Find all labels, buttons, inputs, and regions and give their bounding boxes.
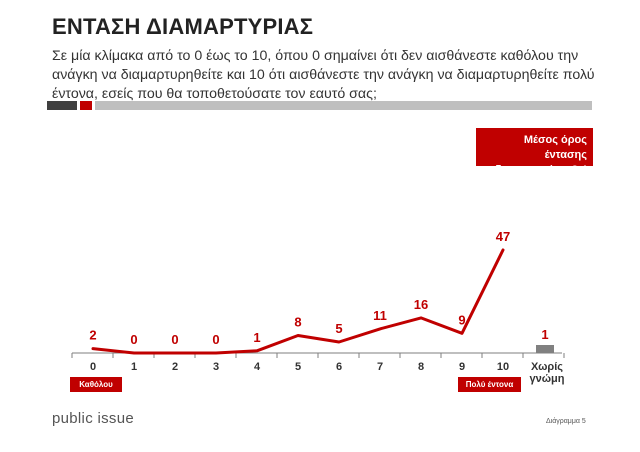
scale-low-tag: Καθόλου	[70, 377, 122, 392]
no-opinion-bar	[536, 345, 554, 353]
data-label: 0	[171, 332, 178, 347]
data-label: 5	[335, 321, 342, 336]
mean-score-line2: διαμαρτυρίας: 8,4	[494, 164, 587, 176]
x-tick-label: 8	[418, 361, 424, 373]
data-label: 0	[212, 332, 219, 347]
scale-high-tag: Πολύ έντονα	[458, 377, 521, 392]
data-label: 16	[414, 297, 428, 312]
data-label: 0	[130, 332, 137, 347]
data-label: 11	[373, 308, 387, 323]
divider-grey	[95, 101, 592, 110]
data-label: 1	[253, 330, 260, 345]
page-title: ΕΝΤΑΣΗ ΔΙΑΜΑΡΤΥΡΙΑΣ	[52, 14, 314, 39]
data-label: 47	[496, 229, 510, 244]
mean-score-box: Μέσος όρος έντασης διαμαρτυρίας: 8,4	[476, 128, 593, 176]
x-tick-label: 7	[377, 361, 383, 373]
data-label: 8	[294, 314, 301, 329]
x-tick-label: 6	[336, 361, 342, 373]
divider-red	[80, 101, 92, 110]
x-tick-label: 2	[172, 361, 178, 373]
x-tick-label: 4	[254, 361, 261, 373]
no-opinion-category-label: γνώμη	[530, 373, 565, 385]
no-opinion-category-label: Χωρίς	[531, 361, 563, 373]
data-label: 2	[89, 328, 96, 343]
page-number: Διάγραμμα 5	[546, 418, 586, 425]
x-tick-label: 3	[213, 361, 219, 373]
no-opinion-value-label: 1	[541, 327, 548, 342]
divider-dark	[47, 101, 77, 110]
x-tick-label: 0	[90, 361, 96, 373]
x-tick-label: 5	[295, 361, 301, 373]
mean-score-line1: Μέσος όρος έντασης	[523, 134, 587, 161]
x-tick-label: 1	[131, 361, 137, 373]
question-text: Σε μία κλίμακα από το 0 έως το 10, όπου …	[52, 48, 595, 102]
brand-logo-text: public issue	[52, 410, 134, 427]
x-tick-label: 10	[497, 361, 509, 373]
data-label: 9	[458, 312, 465, 327]
x-tick-label: 9	[459, 361, 465, 373]
series-line	[91, 248, 505, 355]
